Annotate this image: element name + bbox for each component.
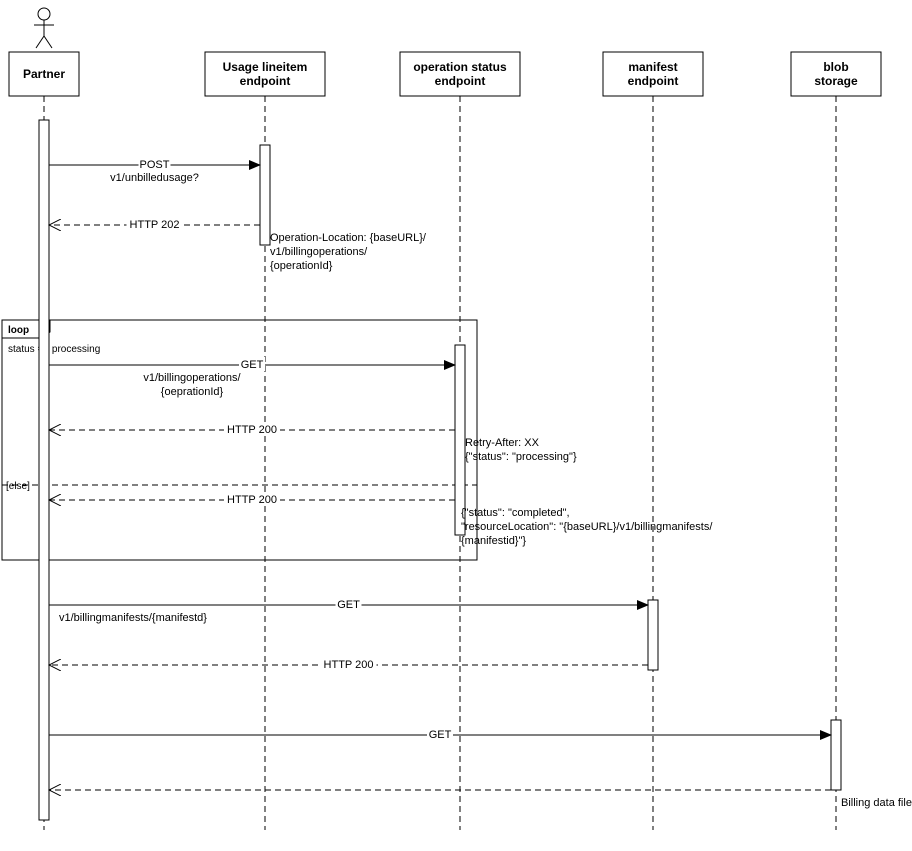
activation-manifest — [648, 600, 658, 670]
svg-text:{manifestid}"}: {manifestid}"} — [461, 535, 526, 547]
svg-text:Operation-Location: {baseURL}/: Operation-Location: {baseURL}/ — [270, 232, 427, 244]
svg-text:{"status": "completed",: {"status": "completed", — [461, 507, 570, 519]
svg-text:v1/billingmanifests/{manifestd: v1/billingmanifests/{manifestd} — [59, 612, 207, 624]
participant-label-blob: blob — [823, 60, 848, 74]
svg-text:v1/billingoperations/: v1/billingoperations/ — [143, 372, 241, 384]
participant-label-opstatus: endpoint — [435, 74, 486, 88]
participant-label-manifest: endpoint — [628, 74, 679, 88]
svg-text:v1/billingoperations/: v1/billingoperations/ — [270, 246, 368, 258]
svg-text:status == processing: status == processing — [8, 344, 100, 355]
message-label-1: HTTP 202 — [130, 219, 180, 231]
participant-label-usage: endpoint — [240, 74, 291, 88]
svg-text:Retry-After: XX: Retry-After: XX — [465, 437, 540, 449]
activation-blob — [831, 720, 841, 790]
actor-head — [38, 8, 50, 20]
message-label-3: HTTP 200 — [227, 424, 277, 436]
participant-label-usage: Usage lineitem — [223, 60, 308, 74]
participant-label-partner: Partner — [23, 67, 65, 81]
message-label-2: GET — [241, 359, 264, 371]
loop-frame — [2, 320, 477, 560]
participant-label-blob: storage — [814, 74, 858, 88]
message-label-5: GET — [337, 599, 360, 611]
svg-text:[else]: [else] — [6, 481, 30, 492]
message-label-6: HTTP 200 — [324, 659, 374, 671]
message-label-0: POST — [140, 159, 170, 171]
participant-label-manifest: manifest — [628, 60, 677, 74]
svg-text:v1/unbilledusage?: v1/unbilledusage? — [110, 172, 199, 184]
activation-partner — [39, 120, 49, 820]
svg-text:Billing data file download: Billing data file download — [841, 797, 912, 809]
svg-text:{operationId}: {operationId} — [270, 260, 333, 272]
message-label-4: HTTP 200 — [227, 494, 277, 506]
participant-label-opstatus: operation status — [413, 60, 507, 74]
svg-text:"resourceLocation": "{baseURL}: "resourceLocation": "{baseURL}/v1/billin… — [461, 521, 713, 533]
svg-text:loop: loop — [8, 325, 29, 336]
svg-text:{"status": "processing"}: {"status": "processing"} — [465, 451, 577, 463]
activation-usage — [260, 145, 270, 245]
svg-text:{oeprationId}: {oeprationId} — [161, 386, 224, 398]
sequence-diagram: loop status == processing [else] Partner Usa… — [0, 0, 912, 851]
message-label-7: GET — [429, 729, 452, 741]
